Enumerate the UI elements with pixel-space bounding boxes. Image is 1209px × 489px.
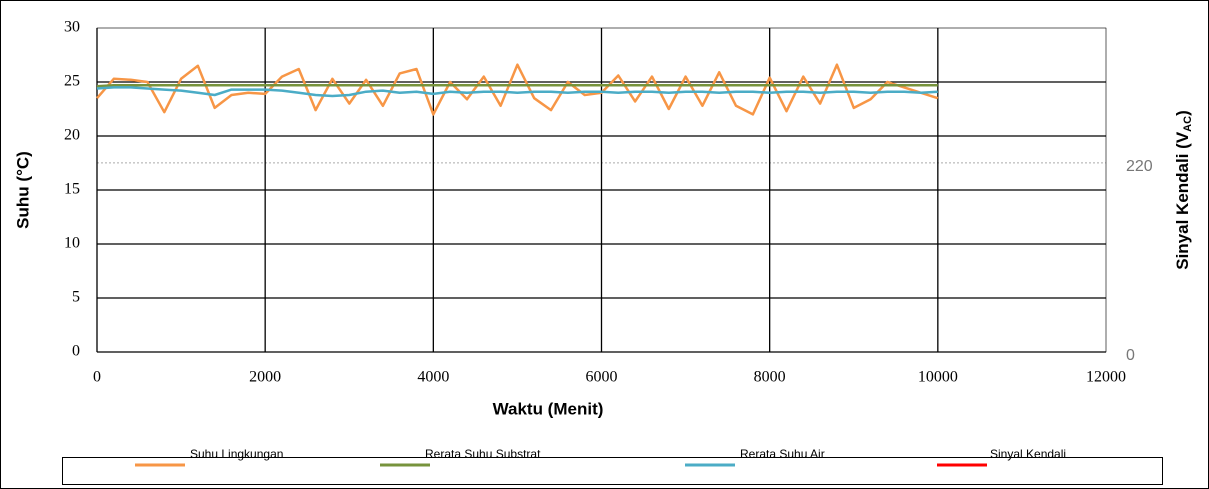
x-axis-label: Waktu (Menit) [493,399,604,418]
x-tick-label: 10000 [918,369,958,386]
y-tick-label: 5 [72,289,80,306]
x-tick-label: 6000 [586,369,618,386]
legend-label: Sinyal Kendali [990,447,1066,461]
y-tick-label: 20 [64,127,80,144]
y2-tick-label: 0 [1126,347,1135,364]
series-line [96,86,938,98]
legend-label: Suhu Lingkungan [190,447,283,461]
y2-axis-label-subscript: AC [1182,116,1194,132]
legend-label: Rerata Suhu Air [740,447,825,461]
y2-axis-label-part: Sinyal Kendali (V [1173,131,1192,270]
x-tick-label: 4000 [417,369,449,386]
x-tick-label: 0 [93,369,101,386]
legend-label: Rerata Suhu Substrat [425,447,541,461]
x-tick-label: 2000 [249,369,281,386]
y2-axis-label-part: ) [1173,110,1192,116]
y2-axis-label: Sinyal Kendali (VAC) [1173,110,1193,270]
series-line [96,83,938,88]
legend-box [62,457,1163,485]
y-axis-label: Suhu (°C) [13,151,32,229]
x-tick-label: 8000 [754,369,786,386]
y2-tick-label: 220 [1126,158,1153,175]
y-tick-label: 10 [64,235,80,252]
y-tick-label: 15 [64,181,80,198]
series-line [96,63,939,116]
y-tick-label: 25 [64,73,80,90]
y-tick-label: 0 [72,343,80,360]
y-tick-label: 30 [64,19,80,36]
x-tick-label: 12000 [1086,369,1126,386]
